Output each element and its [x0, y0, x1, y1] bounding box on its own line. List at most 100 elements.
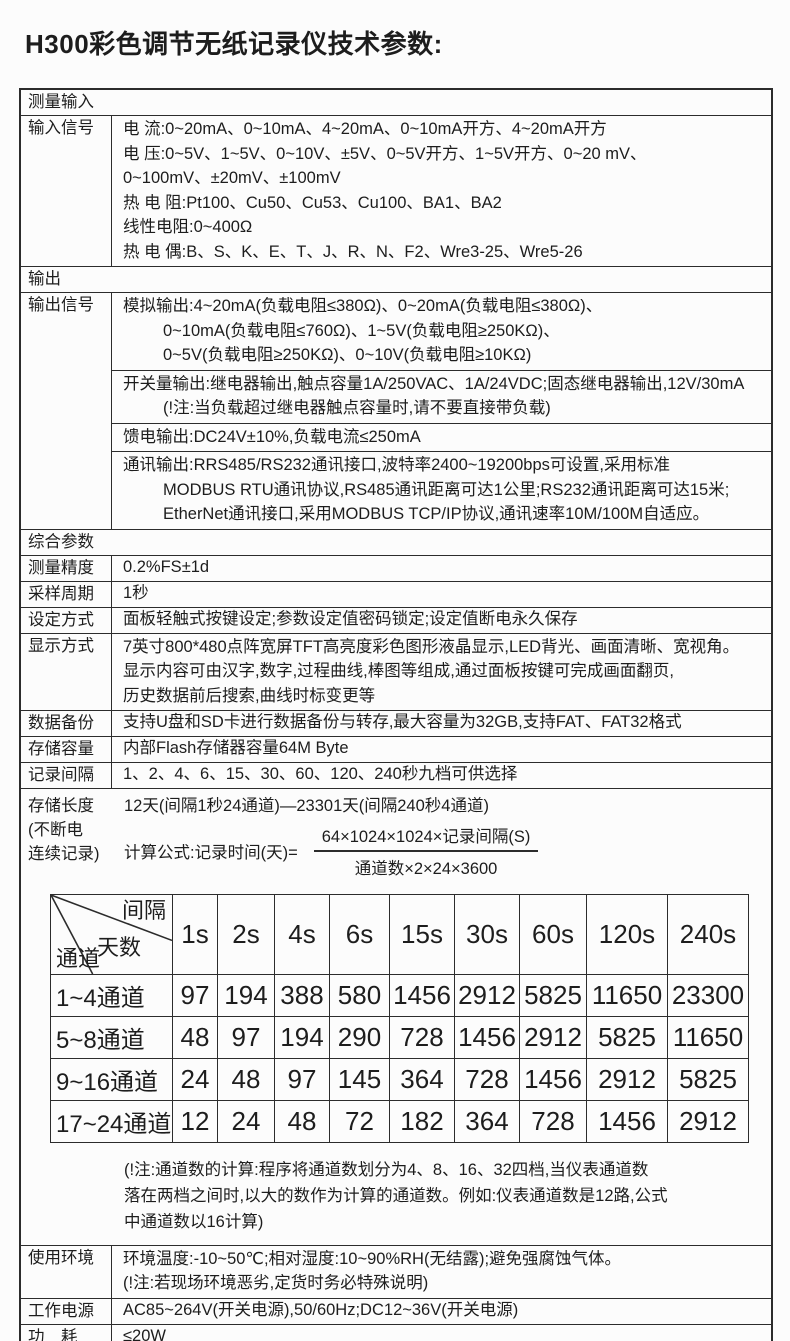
storage-table-header-row: 间隔 天数 通道 1s 2s 4s 6s 15s 30s 60s 120s 24…	[50, 893, 749, 975]
row-storage-length: 存储长度 (不断电 连续记录) 12天(间隔1秒24通道)—23301天(间隔2…	[21, 788, 771, 1245]
row-record-interval: 记录间隔 1、2、4、6、15、30、60、120、240秒九档可供选择	[21, 762, 771, 788]
days-value: 364	[454, 1099, 520, 1143]
spec-text-line: MODBUS RTU通讯协议,RS485通讯距离可达1公里;RS232通讯距离可…	[163, 480, 730, 499]
row-label: 存储容量	[21, 737, 112, 762]
spec-text-line: 0~10mA(负载电阻≤760Ω)、1~5V(负载电阻≥250KΩ)、	[163, 321, 560, 340]
column-header: 2s	[217, 893, 275, 975]
row-content: ≤20W	[112, 1325, 771, 1341]
channel-label: 5~8通道	[50, 1015, 173, 1059]
spec-text-line: (!注:当负载超过继电器触点容量时,请不要直接带负载)	[163, 399, 551, 417]
spec-text-line: 内部Flash存储器容量64M Byte	[123, 739, 349, 757]
spec-text-line: 线性电阻:0~400Ω	[123, 218, 253, 236]
table-row: 17~24通道 12 24 48 72 182 364 728 1456 291…	[50, 1099, 749, 1143]
subrow-feed-output: 馈电输出:DC24V±10%,负载电流≤250mA	[112, 422, 771, 452]
corner-label-interval: 间隔	[121, 897, 166, 923]
days-value: 728	[389, 1015, 455, 1059]
column-header: 6s	[329, 893, 390, 975]
days-value: 48	[172, 1015, 218, 1059]
row-content: 7英寸800*480点阵宽屏TFT高亮度彩色图形液晶显示,LED背光、画面清晰、…	[112, 634, 771, 711]
formula-fraction: 64×1024×1024×记录间隔(S) 通道数×2×24×3600	[313, 823, 539, 879]
days-value: 72	[329, 1099, 390, 1143]
row-sampling-period: 采样周期 1秒	[21, 580, 771, 607]
channel-label: 17~24通道	[50, 1099, 173, 1143]
days-value: 1456	[586, 1099, 668, 1143]
row-label: 数据备份	[21, 711, 112, 736]
row-accuracy: 测量精度 0.2%FS±1d	[21, 554, 771, 581]
row-content: 0.2%FS±1d	[112, 556, 771, 581]
days-value: 388	[274, 973, 330, 1017]
days-value: 2912	[519, 1015, 587, 1059]
corner-label-channel: 通道	[56, 945, 101, 971]
spec-text-line: 0~100mV、±20mV、±100mV	[123, 169, 341, 187]
spec-text-line: 开关量输出:继电器输出,触点容量1A/250VAC、1A/24VDC;固态继电器…	[123, 374, 745, 393]
row-working-power: 工作电源 AC85~264V(开关电源),50/60Hz;DC12~36V(开关…	[21, 1297, 771, 1324]
row-label: 记录间隔	[21, 763, 112, 788]
row-label: 输入信号	[21, 116, 112, 266]
row-label: 使用环境	[21, 1245, 112, 1298]
storage-length-top: 存储长度 (不断电 连续记录) 12天(间隔1秒24通道)—23301天(间隔2…	[28, 794, 763, 880]
section-title: 综合参数	[28, 532, 94, 551]
days-value: 11650	[586, 973, 668, 1017]
column-header: 15s	[389, 893, 455, 975]
spec-text-line: 通讯输出:RRS485/RS232通讯接口,波特率2400~19200bps可设…	[123, 456, 670, 474]
storage-length-content: 12天(间隔1秒24通道)—23301天(间隔240秒4通道) 计算公式:记录时…	[124, 794, 763, 880]
row-label: 测量精度	[21, 555, 112, 581]
row-label: 设定方式	[21, 607, 112, 633]
spec-text-line: 热 电 偶:B、S、K、E、T、J、R、N、F2、Wre3-25、Wre5-26	[123, 242, 583, 261]
page-title: H300彩色调节无纸记录仪技术参数:	[25, 29, 443, 59]
spec-text-line: EtherNet通讯接口,采用MODBUS TCP/IP协议,通讯速率10M/1…	[163, 505, 710, 523]
spec-text-line: 电 压:0~5V、1~5V、0~10V、±5V、0~5V开方、1~5V开方、0~…	[123, 144, 647, 163]
days-value: 580	[329, 973, 390, 1017]
spec-text-line: 支持U盘和SD卡进行数据备份与转存,最大容量为32GB,支持FAT、FAT32格…	[123, 713, 682, 731]
note-line: (!注:通道数的计算:程序将通道数划分为4、8、16、32四档,当仪表通道数	[124, 1160, 649, 1179]
storage-label-line: 连续记录)	[28, 845, 100, 863]
row-power-consumption: 功 耗 ≤20W	[21, 1323, 771, 1341]
section-output: 输出	[21, 266, 771, 292]
column-header: 240s	[667, 893, 749, 975]
days-value: 5825	[667, 1057, 749, 1101]
days-value: 48	[217, 1057, 275, 1101]
table-row: 9~16通道 24 48 97 145 364 728 1456 2912 58…	[50, 1057, 749, 1101]
row-label: 采样周期	[21, 581, 112, 607]
row-input-signal: 输入信号 电 流:0~20mA、0~10mA、4~20mA、0~10mA开方、4…	[21, 115, 771, 266]
column-header: 1s	[172, 893, 218, 975]
days-value: 97	[172, 973, 218, 1017]
days-value: 5825	[519, 973, 587, 1017]
channel-label: 9~16通道	[50, 1057, 173, 1101]
spec-text-line: 1、2、4、6、15、30、60、120、240秒九档可供选择	[123, 765, 518, 783]
formula-label: 计算公式:记录时间(天)=	[124, 843, 298, 862]
days-value: 728	[519, 1099, 587, 1143]
days-value: 24	[172, 1057, 218, 1101]
table-row: 1~4通道 97 194 388 580 1456 2912 5825 1165…	[50, 973, 749, 1017]
row-environment: 使用环境 环境温度:-10~50℃;相对湿度:10~90%RH(无结露);避免强…	[21, 1244, 771, 1298]
row-storage-capacity: 存储容量 内部Flash存储器容量64M Byte	[21, 736, 771, 762]
row-content: 面板轻触式按键设定;参数设定值密码锁定;设定值断电永久保存	[112, 608, 771, 633]
channel-count-note: (!注:通道数的计算:程序将通道数划分为4、8、16、32四档,当仪表通道数 落…	[124, 1157, 763, 1235]
section-measure-input: 测量输入	[21, 90, 771, 115]
spec-table: 测量输入 输入信号 电 流:0~20mA、0~10mA、4~20mA、0~10m…	[19, 88, 773, 1341]
row-content: 模拟输出:4~20mA(负载电阻≤380Ω)、0~20mA(负载电阻≤380Ω)…	[112, 293, 771, 529]
row-setting-method: 设定方式 面板轻触式按键设定;参数设定值密码锁定;设定值断电永久保存	[21, 606, 771, 633]
row-content: 电 流:0~20mA、0~10mA、4~20mA、0~10mA开方、4~20mA…	[112, 116, 771, 266]
row-content: 环境温度:-10~50℃;相对湿度:10~90%RH(无结露);避免强腐蚀气体。…	[112, 1246, 771, 1298]
row-content: 1秒	[112, 582, 771, 607]
days-value: 1456	[454, 1015, 520, 1059]
spec-text-line: 0.2%FS±1d	[123, 557, 210, 576]
spec-text-line: 热 电 阻:Pt100、Cu50、Cu53、Cu100、BA1、BA2	[123, 193, 502, 212]
row-content: 1、2、4、6、15、30、60、120、240秒九档可供选择	[112, 763, 771, 788]
days-value: 290	[329, 1015, 390, 1059]
note-line: 落在两档之间时,以大的数作为计算的通道数。例如:仪表通道数是12路,公式	[124, 1186, 668, 1205]
spec-text-line: 电 流:0~20mA、0~10mA、4~20mA、0~10mA开方、4~20mA…	[123, 120, 607, 138]
section-title: 输出	[28, 270, 61, 288]
days-value: 5825	[586, 1015, 668, 1059]
days-value: 728	[454, 1057, 520, 1101]
days-value: 11650	[667, 1015, 749, 1059]
column-header: 120s	[586, 893, 668, 975]
spec-text-line: 馈电输出:DC24V±10%,负载电流≤250mA	[123, 427, 421, 446]
days-value: 2912	[586, 1057, 668, 1101]
section-title: 测量输入	[28, 93, 94, 111]
spec-text-line: (!注:若现场环境恶劣,定货时务必特殊说明)	[123, 1274, 429, 1292]
note-line: 中通道数以16计算)	[124, 1212, 264, 1231]
days-value: 1456	[519, 1057, 587, 1101]
storage-label-line: 存储长度	[28, 797, 94, 815]
